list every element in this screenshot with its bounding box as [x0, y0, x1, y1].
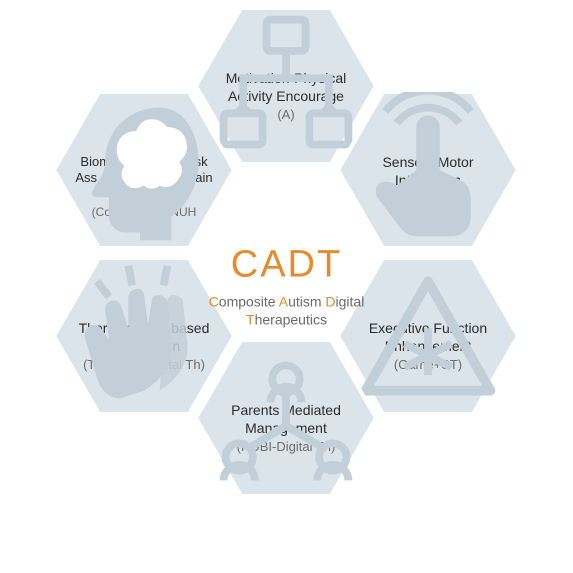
network-people-icon	[266, 356, 306, 396]
expansion-text: igital	[336, 293, 365, 309]
center-label: CADT Composite Autism Digital Therapeuti…	[187, 243, 387, 330]
brain-head-icon	[124, 108, 164, 148]
expansion-text: omposite	[219, 293, 279, 309]
expansion-text: herapeutics	[255, 312, 327, 328]
clap-icon	[124, 274, 164, 314]
center-expansion: Composite Autism Digital Therapeutics	[187, 292, 387, 330]
hex-top-left: Biomarker driven Risk Ass & Mx : GENE-Br…	[54, 92, 234, 248]
center-acronym: CADT	[187, 243, 387, 286]
expansion-text: utism	[288, 293, 325, 309]
triangle-spark-icon	[408, 274, 448, 314]
diagram-stage: Motivation-Physical Activity Encourage (…	[0, 0, 573, 573]
expansion-hl: T	[246, 312, 255, 328]
flowchart-icon	[266, 24, 306, 64]
hex-top-right: Sensory Motor Integration (ST)	[338, 92, 518, 248]
expansion-hl: D	[325, 293, 335, 309]
expansion-hl: C	[209, 293, 219, 309]
touch-icon	[408, 108, 448, 148]
expansion-hl: A	[279, 293, 288, 309]
